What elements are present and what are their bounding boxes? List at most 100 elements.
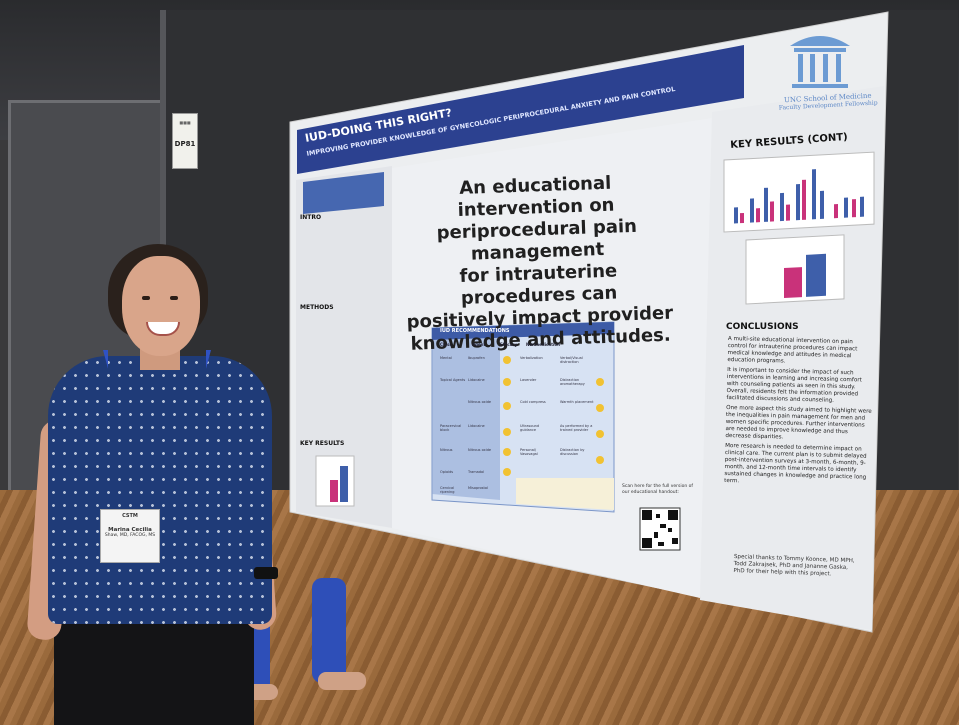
iud-recommendations-table <box>431 321 615 513</box>
emoji <box>503 356 511 364</box>
conclusion-item: One more aspect this study aimed to high… <box>725 404 872 441</box>
results-chart-1 <box>723 151 875 233</box>
table-header: Efficacy <box>500 342 518 347</box>
emoji <box>596 456 604 464</box>
bar <box>756 208 760 223</box>
bar <box>844 197 848 218</box>
person-leg <box>312 578 346 683</box>
table-row: Mental Ibuprofen Verbalization Verbal/Vi… <box>436 356 614 378</box>
section-key-results: KEY RESULTS <box>300 440 345 447</box>
scan-text: Scan here for the full version of our ed… <box>622 484 693 495</box>
table-cell: Ibuprofen <box>468 356 485 360</box>
eye <box>142 296 150 300</box>
table-cell: Verbal/Visual distraction <box>560 356 583 364</box>
bar <box>340 466 348 502</box>
presenter-face <box>122 256 200 356</box>
table-cell: Nitrous oxide <box>468 448 492 452</box>
table-row: Opioids Tramadol <box>436 470 614 486</box>
bar <box>750 198 754 223</box>
bar <box>860 196 864 217</box>
table-header: Nonmedication <box>526 342 561 347</box>
poster-banner <box>297 45 744 174</box>
unc-logo <box>790 36 850 88</box>
badge-org: CSTM <box>122 513 138 519</box>
table-cell: Misoprostol <box>468 486 488 490</box>
table-cell: As performed by a trained provider <box>560 424 593 432</box>
badge-name: Marina Cecilia <box>108 527 152 533</box>
table-cell: Topical Agents <box>440 378 466 382</box>
emoji <box>503 402 511 410</box>
table-cell: Distraction by discussion <box>560 448 585 456</box>
table-cell: Lidocaine <box>468 424 485 428</box>
shirt-pattern <box>48 356 272 624</box>
table-cell: Cold compress <box>520 400 546 404</box>
name-badge: CSTM Marina Cecilia Shaw, MD, FACOG, MS <box>100 509 160 563</box>
bar <box>764 187 768 222</box>
tag-caption-mark: ■■■ <box>179 120 191 125</box>
bar <box>852 199 856 218</box>
wrist-watch <box>254 567 278 579</box>
booth-number: DP81 <box>174 140 196 148</box>
bar <box>780 192 784 222</box>
table-cell: Opioids <box>440 470 454 474</box>
section-conclusions: CONCLUSIONS <box>726 322 799 332</box>
bar <box>330 480 338 502</box>
conclusions-list: A multi-site educational intervention on… <box>724 336 874 492</box>
emoji <box>503 448 511 456</box>
table-cell: Verbalization <box>520 356 543 360</box>
table-cell: Mental <box>440 356 452 360</box>
table-header: Agent <box>472 342 486 347</box>
table-cell: Nitrous oxide <box>468 400 492 404</box>
qr-pattern <box>642 510 678 548</box>
table-header: Class <box>440 342 452 347</box>
iud-table-body: Mental Ibuprofen Verbalization Verbal/Vi… <box>436 356 614 502</box>
booth-number-tag: ■■■ DP81 <box>172 113 198 169</box>
results-chart-left <box>315 455 355 507</box>
bar <box>740 212 744 224</box>
emoji <box>503 468 511 476</box>
emoji <box>596 404 604 412</box>
emoji <box>503 378 511 386</box>
bar <box>834 204 838 219</box>
bar <box>812 169 816 220</box>
poster-left-column <box>296 166 392 528</box>
bar <box>796 184 800 221</box>
table-cell: Nitrous <box>440 448 453 452</box>
table-cell: Tramadol <box>468 470 485 474</box>
conclusion-item: It is important to consider the impact o… <box>726 366 862 404</box>
table-cell: Lavender <box>520 378 537 382</box>
table-row: Cervical ripening Misoprostol <box>436 486 614 502</box>
bar <box>784 267 802 299</box>
bar <box>806 253 826 297</box>
table-row: Nitrous Nitrous oxide Personal/ Vasovaga… <box>436 448 614 470</box>
bar <box>802 179 806 220</box>
bar <box>786 204 790 221</box>
person-foot <box>318 672 366 690</box>
section-intro: INTRO <box>300 214 322 221</box>
bar <box>734 207 738 224</box>
thanks-note: Special thanks to Tommy Koonce, MD MPH, … <box>733 554 855 578</box>
bar <box>770 201 774 222</box>
table-cell: Distraction aromatherapy <box>560 378 585 386</box>
table-row: Paracervical block Lidocaine Ultrasound … <box>436 424 614 448</box>
table-cell: Personal/ Vasovagal <box>520 448 538 456</box>
table-cell: Warmth placement <box>560 400 594 404</box>
emoji <box>596 378 604 386</box>
table-row: Topical Agents Lidocaine Lavender Distra… <box>436 378 614 400</box>
iud-table-title: IUD RECOMMENDATIONS <box>440 328 510 334</box>
badge-creds: Shaw, MD, FACOG, MS <box>104 533 156 538</box>
table-cell: Ultrasound guidance <box>520 424 540 432</box>
author-box <box>303 172 384 214</box>
table-cell: Paracervical block <box>440 424 462 432</box>
emoji <box>503 428 511 436</box>
table-row: Nitrous oxide Cold compress Warmth place… <box>436 400 614 424</box>
eye <box>170 296 178 300</box>
conclusion-item: More research is needed to determine imp… <box>724 442 867 485</box>
bar <box>820 190 824 219</box>
section-methods: METHODS <box>300 304 334 311</box>
results-chart-2 <box>745 234 845 305</box>
table-cell: Lidocaine <box>468 378 485 382</box>
smile <box>146 322 180 336</box>
